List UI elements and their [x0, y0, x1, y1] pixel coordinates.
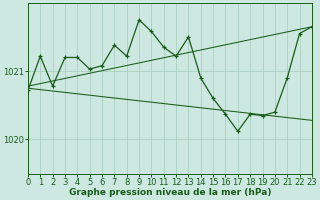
X-axis label: Graphe pression niveau de la mer (hPa): Graphe pression niveau de la mer (hPa) — [69, 188, 271, 197]
